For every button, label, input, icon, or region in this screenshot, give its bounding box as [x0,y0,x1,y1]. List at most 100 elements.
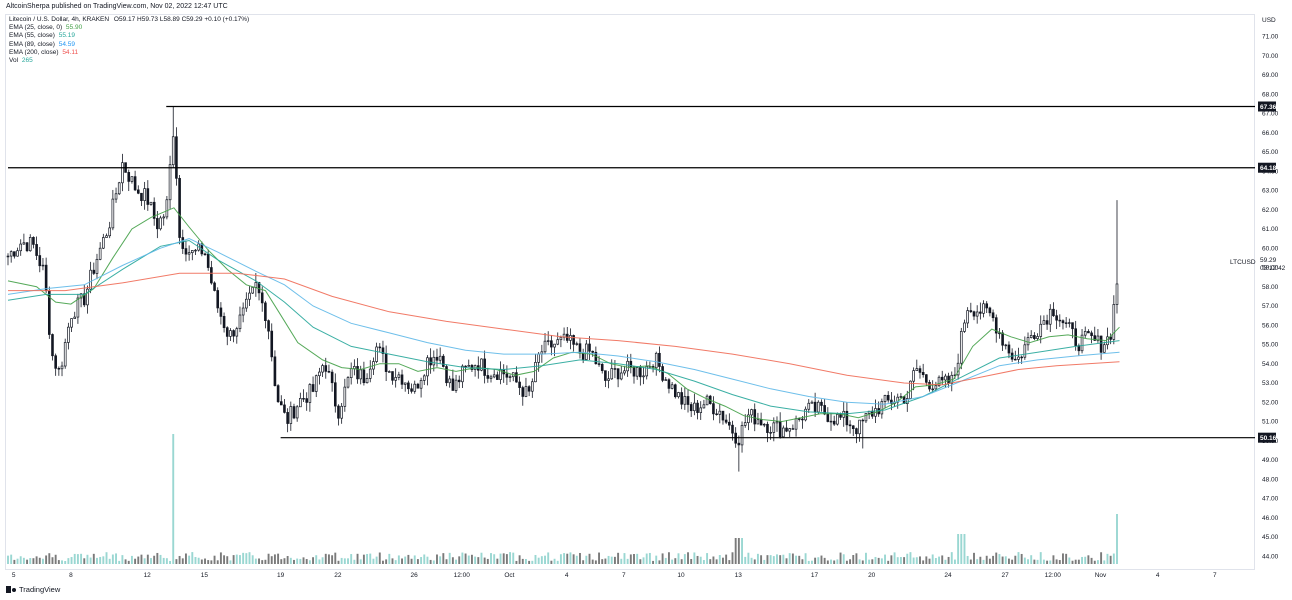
candle-body [998,332,1001,335]
volume-bar [979,556,982,564]
volume-bar [769,555,772,564]
candle-body [248,292,251,300]
volume-bar [248,552,251,564]
chart-frame[interactable] [5,14,1255,570]
volume-bar [1116,514,1118,564]
candle-body [661,366,664,381]
volume-bar [239,555,241,564]
candle-body [791,428,795,430]
volume-bar [531,560,534,564]
candle-body [308,384,312,403]
candle-body [397,374,401,378]
candle-body [35,244,38,256]
volume-bar [1042,559,1045,564]
volume-bar [839,552,842,564]
candle-body [13,251,16,257]
volume-bar [26,559,29,564]
volume-bar [633,554,635,564]
candle-body [483,358,486,376]
tradingview-footer[interactable]: TradingView [6,585,60,594]
volume-bar [671,559,674,564]
volume-bar [699,556,702,564]
volume-bar [372,558,375,564]
volume-bar [833,560,836,564]
volume-bar [254,558,257,564]
volume-bar [1109,555,1112,564]
candle-body [98,247,102,260]
candle-body [750,409,753,416]
volume-bar [687,552,689,564]
candle-body [1007,344,1011,354]
volume-bar [915,557,918,564]
volume-bar [680,559,683,564]
candle-body [839,414,842,418]
candle-body [556,339,560,345]
indicator-ema89[interactable]: EMA (89, close) 54.59 [9,41,249,49]
y-tick-label: 71.00 [1262,34,1279,41]
candle-body [273,356,277,386]
volume-bar [610,556,613,564]
candle-body [855,428,858,435]
candle-body [883,395,887,402]
volume-bar [1052,555,1055,564]
volume-bar [760,555,763,564]
indicator-value: 54.59 [58,40,75,48]
candle-body [480,358,483,371]
indicator-volume[interactable]: Vol 265 [9,57,249,65]
candle-body [912,370,915,382]
volume-bar [1039,552,1042,564]
candle-body [629,360,633,368]
candle-body [680,392,683,405]
y-tick-label: 56.00 [1262,322,1279,329]
candle-body [886,395,890,401]
indicator-value: 55.19 [58,32,75,40]
volume-bar [880,558,883,564]
volume-bar [899,557,902,564]
candle-body [391,371,394,381]
volume-bar [1071,560,1074,564]
indicator-ema25[interactable]: EMA (25, close, 0) 55.90 [9,24,249,32]
candle-body [829,420,833,423]
x-tick-label: 5 [12,572,16,579]
volume-bar [957,534,960,564]
volume-bar [629,554,632,564]
candle-body [136,189,140,194]
candle-body [836,414,839,425]
candle-body [442,355,445,367]
symbol-row: Litecoin / U.S. Dollar, 4h, KRAKEN O59.1… [9,16,249,24]
candle-body [1068,322,1071,324]
candle-body [683,396,687,405]
y-tick-label: 63.00 [1262,188,1279,195]
candle-body [362,369,366,384]
volume-bar [305,559,308,564]
volume-bar [172,434,175,564]
indicator-ema55[interactable]: EMA (55, close) 55.19 [9,32,249,40]
volume-bar [327,554,330,564]
indicator-ema200[interactable]: EMA (200, close) 54.11 [9,49,249,57]
candle-body [286,412,289,424]
level-price-label: 50.16 [1260,435,1277,442]
candle-body [610,368,614,380]
candle-body [187,252,191,255]
candle-body [527,386,531,392]
chart-legend: Litecoin / U.S. Dollar, 4h, KRAKEN O59.1… [9,16,249,65]
volume-bar [404,556,407,564]
candle-body [251,287,254,294]
volume-bar [375,556,378,564]
close-label: C [181,16,187,23]
candle-body [16,250,19,257]
candle-body [117,182,121,195]
volume-bar [865,552,867,564]
candle-body [531,381,534,392]
low-value: 58.89 [163,16,180,23]
indicator-label: EMA (25, close, 0) [9,24,63,32]
volume-bar [19,556,22,564]
volume-bar [191,552,194,564]
candle-body [86,288,89,306]
volume-bar [852,555,855,564]
volume-bar [604,558,607,564]
volume-bar [420,557,423,564]
volume-bar [715,559,718,564]
candle-body [559,336,563,341]
